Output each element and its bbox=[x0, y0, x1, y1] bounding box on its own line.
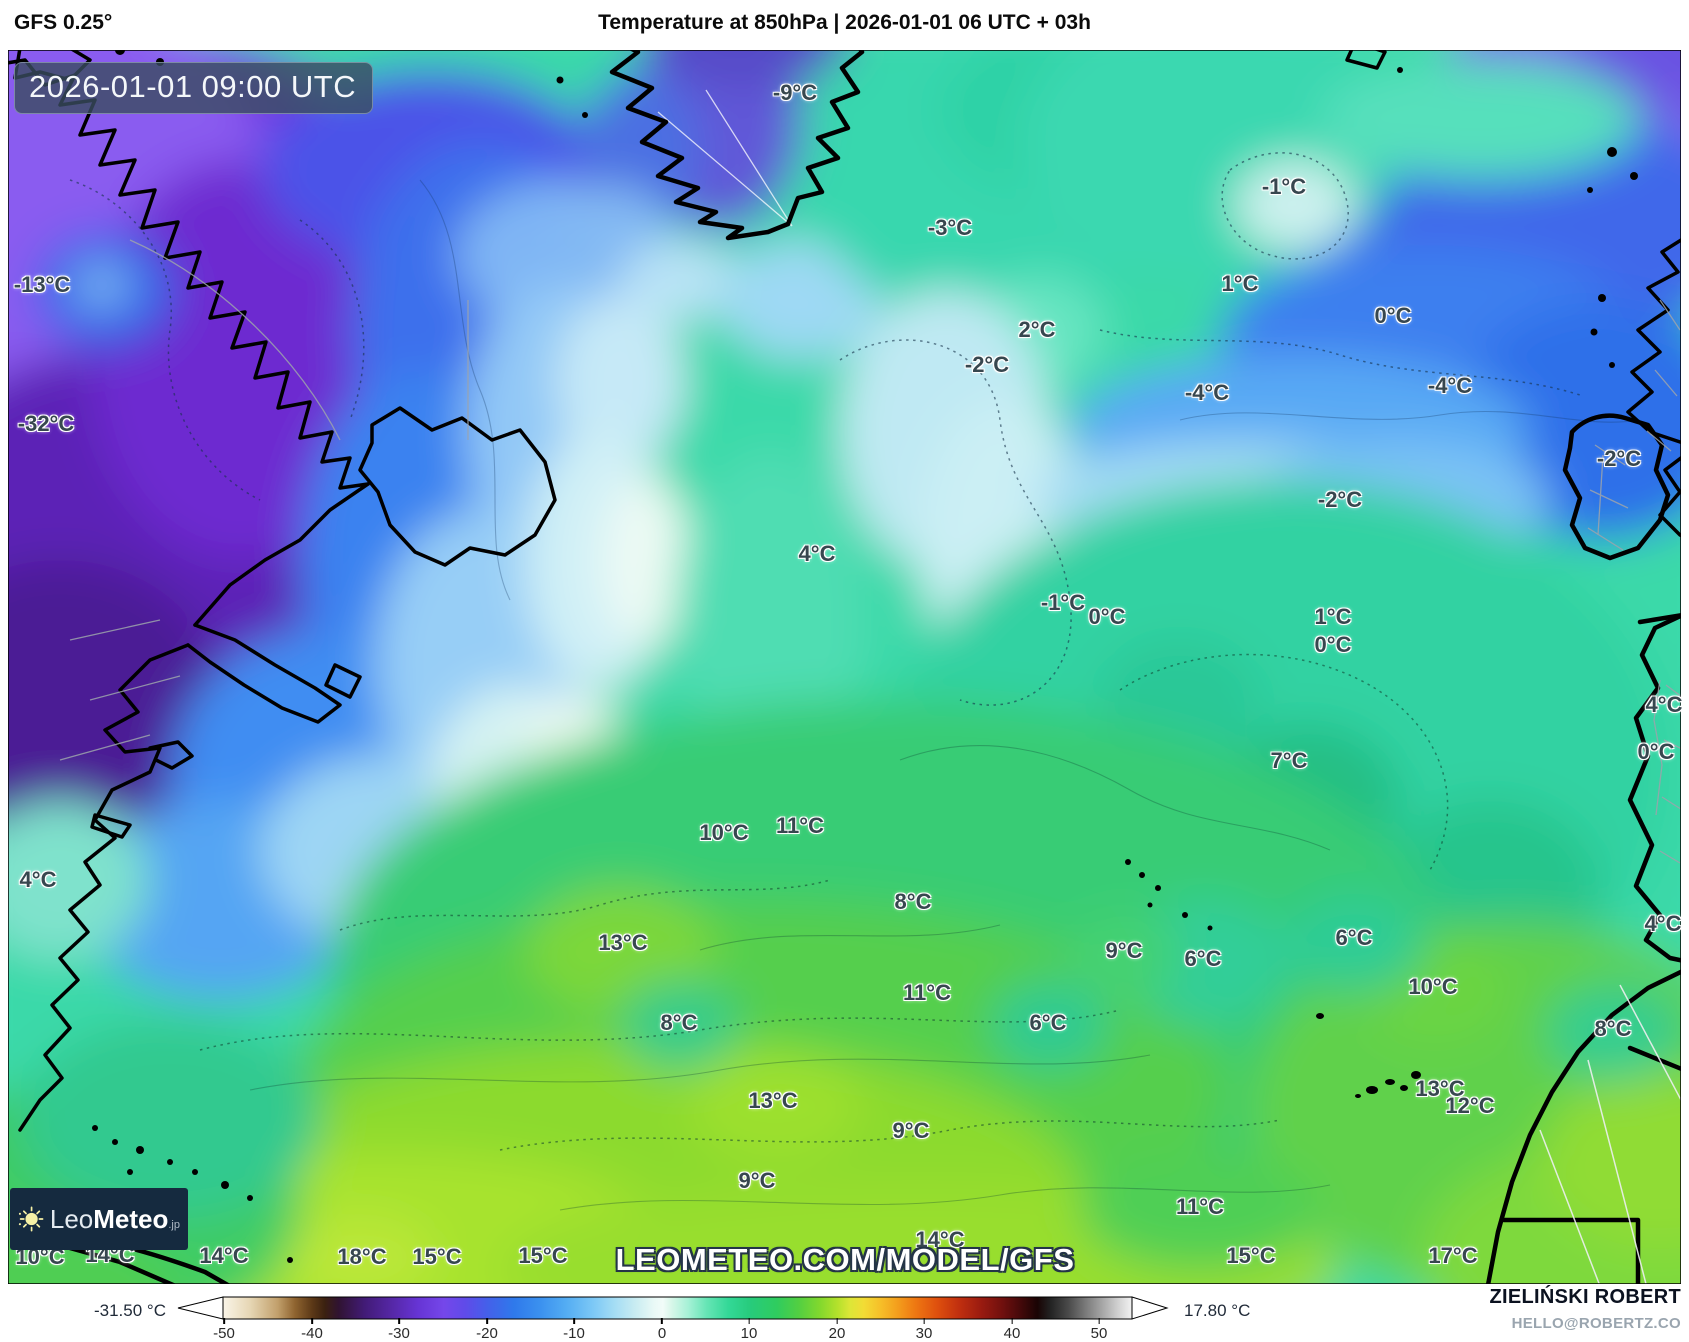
model-name: GFS 0.25° bbox=[14, 11, 113, 34]
sun-icon bbox=[18, 1206, 44, 1232]
colorbar-tick: 30 bbox=[916, 1318, 932, 1342]
colorbar bbox=[177, 1296, 1169, 1320]
graticule-line bbox=[657, 89, 793, 227]
page-title: Temperature at 850hPa | 2026-01-01 06 UT… bbox=[598, 11, 1091, 34]
logo-wordmark: LeoMeteo.jp bbox=[49, 1203, 180, 1234]
colorbar-tick: -50 bbox=[213, 1318, 235, 1342]
colorbar-tick: 20 bbox=[829, 1318, 845, 1342]
colorbar-tick: -20 bbox=[476, 1318, 498, 1342]
author-email[interactable]: HELLO@ROBERTZ.CO bbox=[1511, 1315, 1681, 1332]
credits: ZIELIŃSKI ROBERT HELLO@ROBERTZ.CO bbox=[1490, 1286, 1681, 1332]
colorbar-tick: -10 bbox=[563, 1318, 585, 1342]
valid-time-badge: 2026-01-01 09:00 UTC bbox=[14, 62, 374, 114]
contour-lines bbox=[69, 152, 1641, 1211]
admin-borders bbox=[59, 239, 1681, 1284]
colorbar-gradient bbox=[222, 1296, 1133, 1320]
author-name: ZIELIŃSKI ROBERT bbox=[1489, 1286, 1681, 1308]
watermark-url: LEOMETEO.COM/MODEL/GFS bbox=[615, 1242, 1075, 1277]
colorbar-tick: -30 bbox=[388, 1318, 410, 1342]
colorbar-max-value: 17.80 °C bbox=[1184, 1301, 1251, 1320]
colorbar-tick: 40 bbox=[1004, 1318, 1020, 1342]
colorbar-min-value: -31.50 °C bbox=[93, 1301, 166, 1320]
colorbar-tick: 10 bbox=[741, 1318, 757, 1342]
header-bar: GFS 0.25° Temperature at 850hPa | 2026-0… bbox=[0, 0, 1689, 50]
colorbar-tick: 50 bbox=[1091, 1318, 1107, 1342]
colorbar-tick: 0 bbox=[658, 1318, 666, 1342]
colorbar-left-arrow bbox=[177, 1296, 224, 1320]
colorbar-tick: -40 bbox=[301, 1318, 323, 1342]
colorbar-right-arrow bbox=[1131, 1296, 1169, 1320]
leometeo-logo[interactable]: LeoMeteo.jp bbox=[10, 1188, 188, 1250]
